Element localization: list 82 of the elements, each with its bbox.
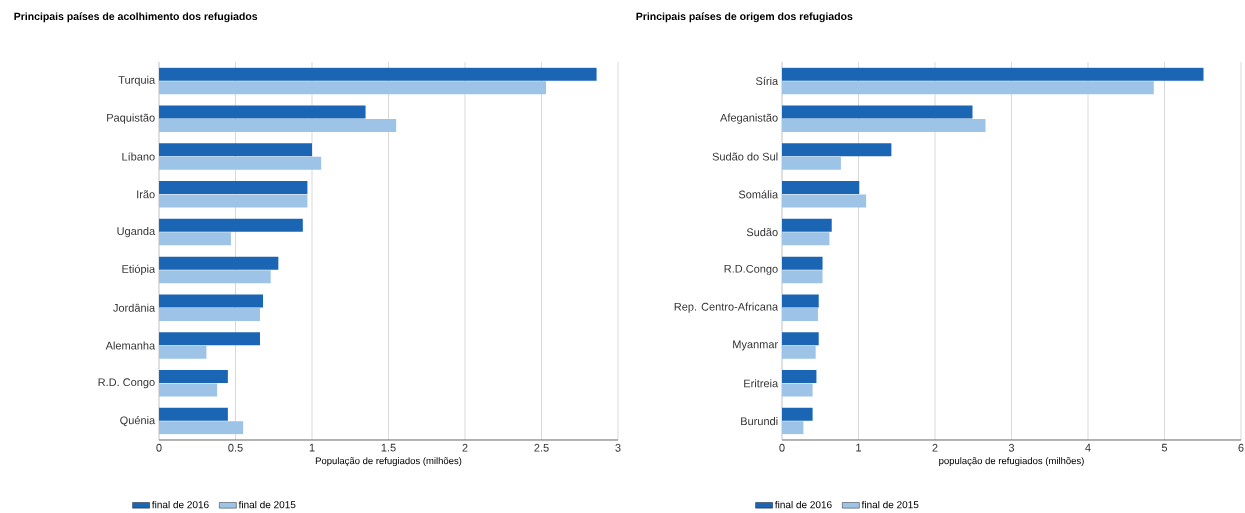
bar bbox=[782, 407, 813, 421]
x-axis-title: população de refugiados (milhões) bbox=[939, 457, 1084, 467]
y-tick-label: Afeganistão bbox=[720, 113, 778, 124]
bar bbox=[159, 81, 547, 95]
bar bbox=[159, 270, 271, 284]
x-tick-label: 6 bbox=[1238, 443, 1244, 452]
x-tick-label: 2.5 bbox=[534, 443, 549, 452]
y-tick-label: R.D. Congo bbox=[98, 378, 155, 389]
bar bbox=[782, 421, 804, 435]
bar bbox=[159, 156, 322, 170]
x-tick-label: 3 bbox=[1008, 443, 1015, 452]
bar bbox=[782, 67, 1204, 81]
y-tick-label: Irão bbox=[137, 190, 155, 199]
bar bbox=[782, 370, 817, 384]
y-tick-label: Etiópia bbox=[122, 264, 156, 276]
bar bbox=[782, 118, 986, 132]
y-tick-label: Quénia bbox=[120, 416, 156, 427]
bar bbox=[159, 143, 313, 157]
y-tick-label: Myanmar bbox=[733, 340, 778, 351]
chart-title: Principais países de origem dos refugiados bbox=[636, 12, 853, 23]
bar bbox=[782, 81, 1154, 95]
bar bbox=[782, 218, 832, 232]
y-tick-label: Turquia bbox=[118, 75, 156, 86]
bar bbox=[159, 218, 303, 232]
bar bbox=[782, 345, 816, 359]
x-tick-label: 0 bbox=[156, 443, 162, 452]
bar bbox=[782, 256, 823, 270]
legend-label: final de 2015 bbox=[238, 500, 296, 509]
bar bbox=[159, 421, 244, 435]
y-tick-label: Sudão bbox=[746, 228, 778, 237]
y-tick-label: Uganda bbox=[117, 226, 156, 238]
bar bbox=[782, 232, 830, 246]
bar bbox=[782, 194, 867, 208]
bar bbox=[159, 407, 228, 421]
y-tick-label: Sudão do Sul bbox=[712, 152, 778, 161]
bar bbox=[159, 256, 279, 270]
y-tick-label: Rep. Centro-Africana bbox=[674, 302, 779, 313]
y-tick-label: R.D.Congo bbox=[724, 264, 778, 275]
x-tick-label: 1 bbox=[309, 443, 315, 452]
bar bbox=[782, 143, 892, 157]
bar bbox=[782, 181, 860, 195]
bar bbox=[159, 181, 308, 195]
bar bbox=[159, 294, 264, 308]
y-tick-label: Líbano bbox=[122, 152, 155, 161]
x-tick-label: 2 bbox=[932, 443, 938, 452]
bar bbox=[159, 67, 597, 81]
bar bbox=[159, 383, 218, 397]
y-tick-label: Eritreia bbox=[744, 379, 779, 388]
bar bbox=[782, 332, 819, 346]
bar bbox=[782, 383, 813, 397]
bar bbox=[159, 370, 228, 384]
legend-label: final de 2016 bbox=[151, 500, 209, 509]
x-tick-label: 4 bbox=[1085, 443, 1091, 452]
chart-title: Principais países de acolhimento dos refugiados bbox=[14, 12, 258, 23]
x-tick-label: 0.5 bbox=[228, 443, 243, 452]
y-tick-label: Síria bbox=[756, 76, 779, 85]
bar bbox=[159, 105, 366, 119]
x-tick-label: 1 bbox=[856, 443, 862, 452]
bar bbox=[782, 156, 841, 170]
bar bbox=[782, 105, 973, 119]
x-tick-label: 3 bbox=[615, 443, 621, 452]
legend-label: final de 2016 bbox=[774, 500, 832, 509]
y-tick-label: Burundi bbox=[741, 417, 778, 426]
bar bbox=[782, 294, 819, 308]
bar bbox=[159, 307, 260, 321]
x-tick-label: 1.5 bbox=[381, 443, 396, 452]
legend-label: final de 2015 bbox=[861, 500, 919, 509]
bar bbox=[159, 332, 260, 346]
y-tick-label: Alemanha bbox=[105, 341, 156, 350]
bar bbox=[159, 345, 207, 359]
bar bbox=[159, 194, 308, 208]
bar bbox=[159, 118, 397, 132]
bar bbox=[159, 232, 231, 246]
y-tick-label: Somália bbox=[738, 190, 779, 199]
y-tick-label: Jordânia bbox=[113, 303, 156, 312]
x-tick-label: 0 bbox=[779, 443, 785, 452]
bar bbox=[782, 270, 823, 284]
bar bbox=[782, 307, 818, 321]
x-axis-title: População de refugiados (milhões) bbox=[315, 457, 462, 467]
x-tick-label: 5 bbox=[1161, 443, 1168, 452]
y-tick-label: Paquistão bbox=[107, 113, 155, 124]
x-tick-label: 2 bbox=[462, 443, 468, 452]
